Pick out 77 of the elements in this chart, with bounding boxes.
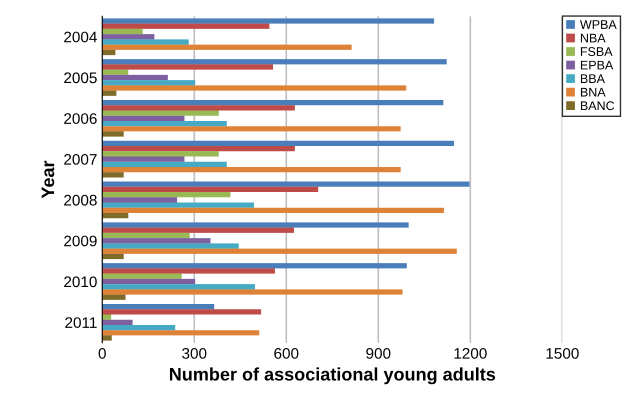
- bar: [102, 222, 409, 228]
- bar: [102, 162, 227, 167]
- bar: [102, 34, 154, 40]
- bar: [102, 238, 211, 244]
- x-tick-label: 300: [182, 348, 206, 359]
- bar: [102, 197, 178, 203]
- x-tick-label: 900: [366, 348, 390, 359]
- bar: [102, 146, 295, 152]
- bar: [102, 294, 126, 300]
- bar: [102, 232, 190, 238]
- bar: [102, 70, 128, 75]
- bar: [102, 278, 196, 284]
- bar: [102, 126, 401, 132]
- x-tick-label: 600: [274, 348, 298, 359]
- y-tick-label: 2004: [64, 32, 97, 42]
- bar: [102, 156, 184, 162]
- bar: [102, 248, 457, 254]
- bar: [102, 64, 274, 70]
- bar: [102, 24, 270, 29]
- legend-label: BANC: [580, 101, 614, 110]
- legend-label: FSBA: [580, 47, 613, 56]
- bar: [102, 243, 239, 249]
- y-tick-label: 2011: [65, 317, 97, 328]
- bar: [102, 85, 406, 91]
- bar: [102, 80, 196, 86]
- y-tick-label: 2009: [64, 236, 97, 246]
- bar: [102, 100, 444, 106]
- bar: [102, 120, 227, 126]
- bar: [102, 309, 262, 314]
- bar: [102, 74, 168, 80]
- bar: [102, 186, 318, 192]
- bar: [102, 151, 219, 156]
- bar: [102, 50, 116, 56]
- bar: [102, 105, 295, 110]
- bar: [102, 202, 254, 208]
- bar: [102, 268, 275, 274]
- y-tick-label: 2006: [64, 113, 97, 124]
- bar: [102, 140, 454, 146]
- bar: [102, 192, 230, 198]
- bar: [102, 304, 214, 310]
- y-axis-title: Year: [42, 160, 54, 198]
- bar: [102, 274, 182, 279]
- bar: [102, 208, 444, 214]
- bar: [102, 28, 143, 34]
- x-axis-title: Number of associational young adults: [170, 367, 496, 384]
- legend-label: WPBA: [580, 20, 617, 29]
- legend-label: BNA: [580, 88, 606, 96]
- x-tick-label: 1500: [546, 348, 579, 359]
- legend-label: NBA: [580, 34, 606, 42]
- y-tick-label: 2005: [64, 72, 97, 84]
- bar: [102, 59, 447, 64]
- bar: [102, 39, 189, 45]
- bar: [102, 284, 255, 290]
- bar: [102, 254, 124, 260]
- bar: [102, 44, 352, 50]
- bar: [102, 131, 124, 137]
- y-tick-label: 2008: [64, 194, 97, 206]
- x-tick-label: 1200: [454, 348, 487, 359]
- bar: [102, 18, 434, 24]
- bar: [102, 110, 219, 116]
- bar: [102, 263, 407, 268]
- bar: [102, 116, 184, 121]
- legend-label: BBA: [580, 74, 605, 83]
- bar: [102, 166, 401, 172]
- legend-label: EPBA: [580, 60, 614, 70]
- bar: [102, 324, 176, 330]
- y-tick-label: 2010: [64, 276, 97, 288]
- bar: [102, 228, 294, 233]
- bar: [102, 172, 124, 178]
- bar: [102, 213, 128, 218]
- x-tick-label: 0: [98, 348, 106, 359]
- bar: [102, 182, 470, 187]
- y-tick-label: 2007: [64, 154, 97, 165]
- bar: [102, 320, 133, 325]
- bar: [102, 289, 403, 295]
- bar: [102, 330, 260, 336]
- bar: [102, 90, 116, 96]
